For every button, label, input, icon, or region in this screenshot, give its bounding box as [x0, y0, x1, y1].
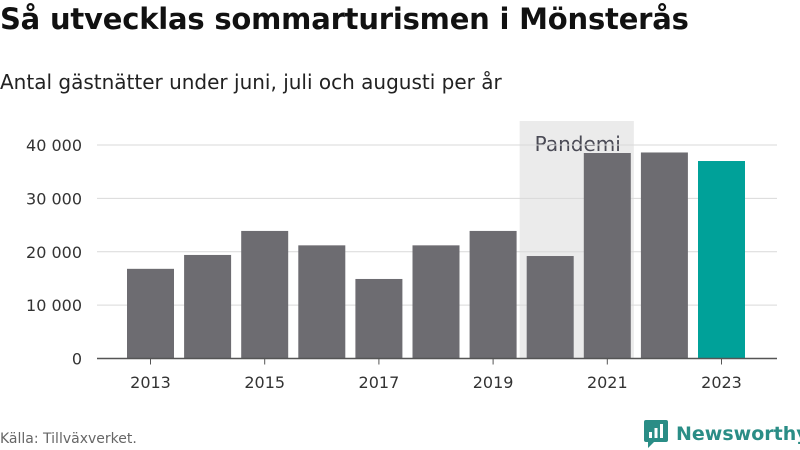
bar-2016 — [298, 245, 346, 359]
newsworthy-icon — [644, 420, 668, 448]
source-note: Källa: Tillväxverket. — [0, 431, 137, 447]
y-tick-label: 0 — [72, 350, 82, 369]
brand-name: Newsworthy — [676, 423, 800, 445]
brand-logo: Newsworthy — [644, 420, 800, 448]
bar-2019 — [469, 230, 517, 359]
x-tick-label: 2019 — [473, 373, 514, 392]
x-tick-label: 2021 — [587, 373, 628, 392]
x-tick-label: 2013 — [130, 373, 171, 392]
x-tick-label: 2015 — [244, 373, 285, 392]
bar-2023 — [698, 161, 745, 359]
bar-2017 — [355, 278, 403, 359]
bar-2022 — [640, 152, 688, 359]
bar-2020 — [526, 256, 574, 359]
x-tick-label: 2017 — [359, 373, 400, 392]
y-tick-label: 10 000 — [26, 296, 82, 315]
y-tick-label: 30 000 — [26, 189, 82, 208]
bar-2013 — [127, 268, 174, 359]
bar-2014 — [184, 254, 232, 359]
chart-subtitle: Antal gästnätter under juni, juli och au… — [0, 70, 502, 94]
x-tick-label: 2023 — [701, 373, 742, 392]
bar-2018 — [412, 245, 460, 359]
chart-title: Så utvecklas sommarturismen i Mönsterås — [0, 2, 689, 36]
y-tick-label: 20 000 — [26, 243, 82, 262]
pandemic-label: Pandemi — [535, 132, 621, 156]
bar-2015 — [241, 230, 289, 359]
bar-2021 — [583, 153, 631, 359]
y-tick-label: 40 000 — [26, 136, 82, 155]
